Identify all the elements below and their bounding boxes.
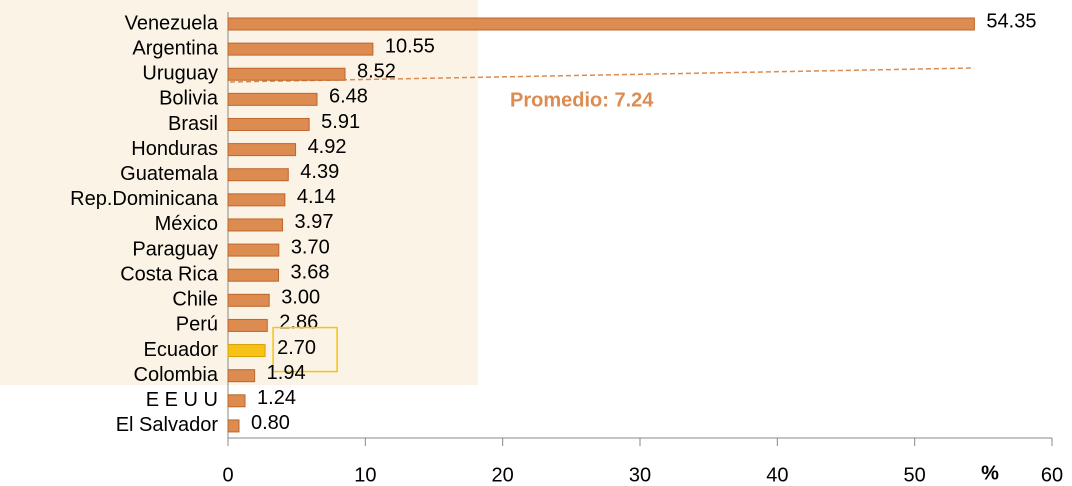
average-line <box>229 67 975 83</box>
x-tick-label: 20 <box>492 464 514 486</box>
y-tick-label: Colombia <box>134 364 219 386</box>
value-label: 8.52 <box>357 61 396 83</box>
y-tick-label: Ecuador <box>144 339 219 361</box>
y-tick-label: Guatemala <box>120 163 219 185</box>
bar <box>227 394 246 408</box>
value-label: 4.14 <box>297 186 336 208</box>
value-label: 5.91 <box>321 111 360 133</box>
bar <box>227 92 318 106</box>
value-label: 2.70 <box>277 337 316 359</box>
y-tick-label: Costa Rica <box>120 263 219 285</box>
value-label: 54.35 <box>986 10 1036 32</box>
y-tick-label: Chile <box>172 289 218 311</box>
value-label: 2.86 <box>279 312 318 334</box>
bar <box>227 419 240 433</box>
value-label: 3.00 <box>281 287 320 309</box>
value-label: 1.24 <box>257 387 296 409</box>
value-label: 6.48 <box>329 86 368 108</box>
highlight-box <box>272 326 338 373</box>
bar <box>227 243 280 257</box>
value-label: 10.55 <box>385 35 435 57</box>
y-tick-label: E E U U <box>146 389 218 411</box>
y-tick-label: Rep.Dominicana <box>70 188 219 210</box>
bar <box>227 318 268 332</box>
value-label: 4.39 <box>300 161 339 183</box>
x-tick-label: 30 <box>629 464 651 486</box>
bar <box>227 42 374 56</box>
y-tick-label: El Salvador <box>116 414 219 436</box>
value-label: 0.80 <box>251 412 290 434</box>
bar <box>227 268 280 282</box>
bar <box>227 117 310 131</box>
x-tick-label: 10 <box>354 464 376 486</box>
y-tick-label: Venezuela <box>125 12 219 34</box>
y-tick-label: Bolivia <box>159 88 219 110</box>
x-tick-label: 0 <box>222 464 233 486</box>
x-axis-label: % <box>981 462 999 484</box>
value-label: 3.97 <box>295 211 334 233</box>
bar <box>227 344 266 358</box>
x-tick-label: 40 <box>766 464 788 486</box>
value-label: 4.92 <box>308 136 347 158</box>
y-tick-label: Argentina <box>132 37 218 59</box>
value-label: 3.68 <box>291 261 330 283</box>
x-tick-label: 50 <box>904 464 926 486</box>
bar <box>227 143 297 157</box>
y-tick-label: Paraguay <box>132 238 218 260</box>
y-tick-label: Uruguay <box>142 63 218 85</box>
y-tick-label: México <box>155 213 218 235</box>
bar <box>227 193 286 207</box>
bar <box>227 67 346 81</box>
bar <box>227 218 284 232</box>
y-tick-label: Perú <box>176 314 218 336</box>
y-tick-label: Honduras <box>131 138 218 160</box>
y-tick-label: Brasil <box>168 113 218 135</box>
bar <box>227 293 270 307</box>
bar <box>227 17 975 31</box>
bar <box>227 369 256 383</box>
value-label: 1.94 <box>267 362 306 384</box>
x-tick-label: 60 <box>1041 464 1063 486</box>
bar <box>227 168 289 182</box>
annotation: Promedio: 7.24 <box>510 89 654 111</box>
value-label: 3.70 <box>291 236 330 258</box>
